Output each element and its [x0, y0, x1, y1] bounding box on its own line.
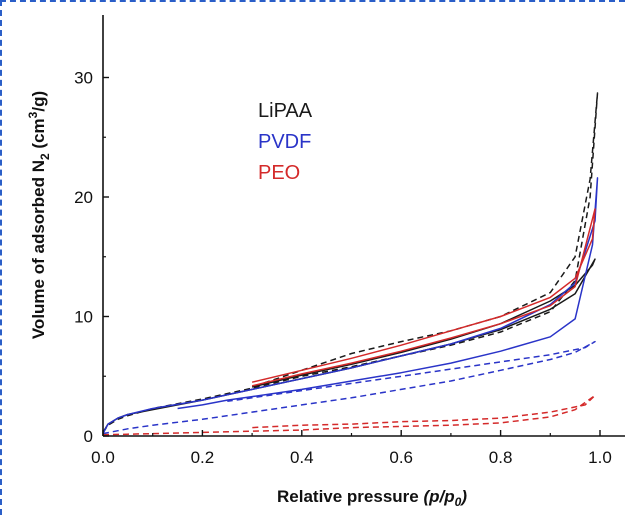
x-tick-label: 0.4 [290, 448, 314, 467]
x-tick-label: 0.2 [191, 448, 215, 467]
legend-entry: PVDF [258, 131, 311, 153]
ticks-layer: 0.0 0.2 0.4 0.6 0.8 1.0 0 10 20 30 [74, 69, 612, 468]
y-tick-label: 20 [74, 188, 93, 207]
legend-entry: PEO [258, 162, 300, 184]
y-axis-title: Volume of adsorbed N2 (cm3/g) [26, 91, 52, 339]
series-line [251, 208, 596, 387]
legend: LiPAA PVDF PEO [258, 100, 313, 184]
x-tick-label: 1.0 [588, 448, 612, 467]
x-tick-label: 0.0 [91, 448, 115, 467]
y-tick-label: 10 [74, 308, 93, 327]
series-line [102, 340, 596, 435]
y-tick-label: 0 [84, 427, 93, 446]
x-tick-label: 0.6 [389, 448, 413, 467]
series-line [102, 258, 596, 433]
series-layer [102, 92, 599, 436]
y-tick-label: 30 [74, 69, 93, 88]
axes-layer [102, 15, 625, 437]
x-axis-title: Relative pressure (p/p0) [277, 487, 467, 509]
x-tick-label: 0.8 [489, 448, 513, 467]
legend-entry: LiPAA [258, 100, 313, 122]
series-line [102, 177, 599, 434]
series-line [102, 394, 596, 436]
